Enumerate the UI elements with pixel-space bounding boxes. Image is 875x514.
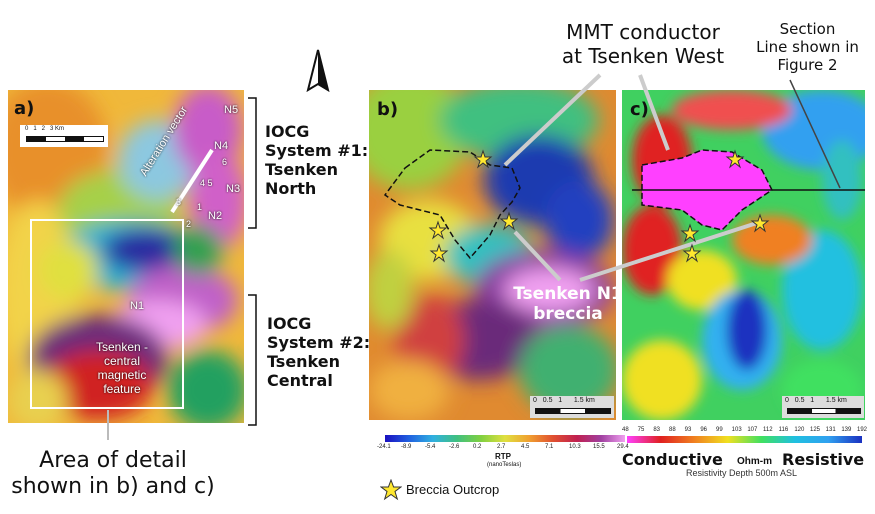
rtp-legend: -24.1 -8.9 -5.4 -2.6 0.2 2.7 4.5 7.1 10.3 15.5 29.… [377,428,630,473]
rtp-tick-label: 10.3 [569,444,581,450]
rtp-tick-label: 7.1 [545,444,554,450]
point-4-5: 4 5 [200,178,213,188]
tsenken-n1-breccia-callout: Tsenken N1 breccia [513,284,623,324]
panel-c-resistivity-image [622,90,865,420]
section-arrow [789,79,841,189]
resistivity-tick-label: 116 [778,427,789,433]
rtp-tick-label: -24.1 [377,444,391,450]
rtp-title: RTP [495,452,511,461]
target-n1: N1 [130,300,145,312]
star-icon [725,149,745,169]
resistive-label: Resistive [782,450,865,469]
target-n4: N4 [214,140,229,152]
panel-c-map [622,90,865,420]
area-of-detail-box [30,219,184,409]
breccia-arrow-c [579,220,761,282]
star-icon [750,213,770,233]
point-3: 3 [176,197,182,207]
star-icon [428,220,448,240]
system2-text: IOCG System #2: Tsenken Central [267,314,371,390]
resistivity-tick-label: 75 [637,427,645,433]
resistivity-tick-label: 139 [841,427,852,433]
rtp-tick-label: 4.5 [521,444,530,450]
rtp-tick-label: 0.2 [473,444,482,450]
ohm-m-label: Ohm-m [737,456,772,467]
panel-b-label: b) [377,99,399,120]
scale-bar-b: 0 0.5 1 1.5 km [530,396,614,418]
target-n3: N3 [226,183,241,195]
rtp-tick-label: 15.5 [593,444,605,450]
resistivity-tick-labels: 48 75 83 88 93 96 99 103 107 112 116 120 125 131 139 19… [622,426,868,436]
panel-a-map [8,90,244,423]
star-icon [499,211,519,231]
point-6: 6 [222,157,228,167]
system2-bracket [248,294,257,426]
scale-bar-c: 0 0.5 1 1.5 km [782,396,864,418]
panel-a-label: a) [14,98,35,119]
breccia-legend-star-icon [380,479,402,501]
point-2: 2 [186,219,192,229]
star-icon [473,149,493,169]
panel-b-rtp-image [369,90,616,420]
mmt-conductor-callout: MMT conductor at Tsenken West [561,20,725,68]
section-line-callout: Section Line shown in Figure 2 [756,20,859,74]
mmt-arrow-c [638,74,670,151]
rtp-tick-label: 29.4 [617,444,629,450]
rtp-tick-label: -5.4 [425,444,436,450]
conductive-label: Conductive [622,450,723,469]
alteration-vector-arrow [170,148,214,214]
rtp-unit: (nanoTeslas) [487,462,522,468]
resistivity-tick-label: 83 [653,427,661,433]
resistivity-tick-label: 96 [700,427,708,433]
central-magnetic-feature-label: Tsenken - central magnetic feature [95,340,149,396]
resistivity-tick-label: 88 [669,427,676,433]
area-of-detail-caption: Area of detail shown in b) and c) [11,448,215,499]
resistivity-tick-label: 107 [747,427,758,433]
mmt-outline-b [383,149,521,260]
resistivity-tick-label: 99 [716,427,723,433]
star-icon [429,243,449,263]
north-arrow-icon [306,49,330,93]
resistivity-tick-label: 112 [763,427,773,433]
rtp-tick-label: 2.7 [497,444,506,450]
resistivity-tick-label: 48 [622,427,629,433]
resistivity-tick-label: 93 [684,427,692,433]
point-1: 1 [197,202,203,212]
scale-bar-a-label: 0 1 2 3 Km [25,126,65,132]
panel-a-magnetic-image [8,90,244,423]
system1-text: IOCG System #1: Tsenken North [265,122,369,198]
resistivity-legend: 48 75 83 88 93 96 99 103 107 112 116 120 125 131 139 19… [622,426,868,478]
mmt-arrow-b [503,73,602,167]
target-n5: N5 [224,104,239,116]
scale-bar-b-label: 0 0.5 1 1.5 km [533,397,595,404]
resistivity-color-bar [627,436,862,443]
resistivity-tick-label: 125 [810,427,821,433]
rtp-tick-label: -2.6 [449,444,460,450]
system1-bracket [248,97,257,229]
scale-bar-a: 0 1 2 3 Km [20,125,108,147]
rtp-color-bar [385,435,625,442]
panel-b-map [369,90,616,420]
panel-c-label: c) [630,99,649,120]
resistivity-tick-label: 120 [794,427,805,433]
rtp-tick-label: -8.9 [401,444,412,450]
resistivity-tick-label: 192 [857,427,868,433]
breccia-legend-label: Breccia Outcrop [406,482,500,497]
resistivity-tick-label: 131 [825,427,836,433]
resistivity-caption: Resistivity Depth 500m ASL [686,468,798,478]
breccia-arrow-b [513,230,562,282]
target-n2: N2 [208,210,223,222]
breccia-star-icons [428,149,770,263]
scale-bar-c-label: 0 0.5 1 1.5 km [785,397,847,404]
star-icon [682,243,702,263]
star-icon [680,223,700,243]
resistivity-tick-label: 103 [731,427,742,433]
